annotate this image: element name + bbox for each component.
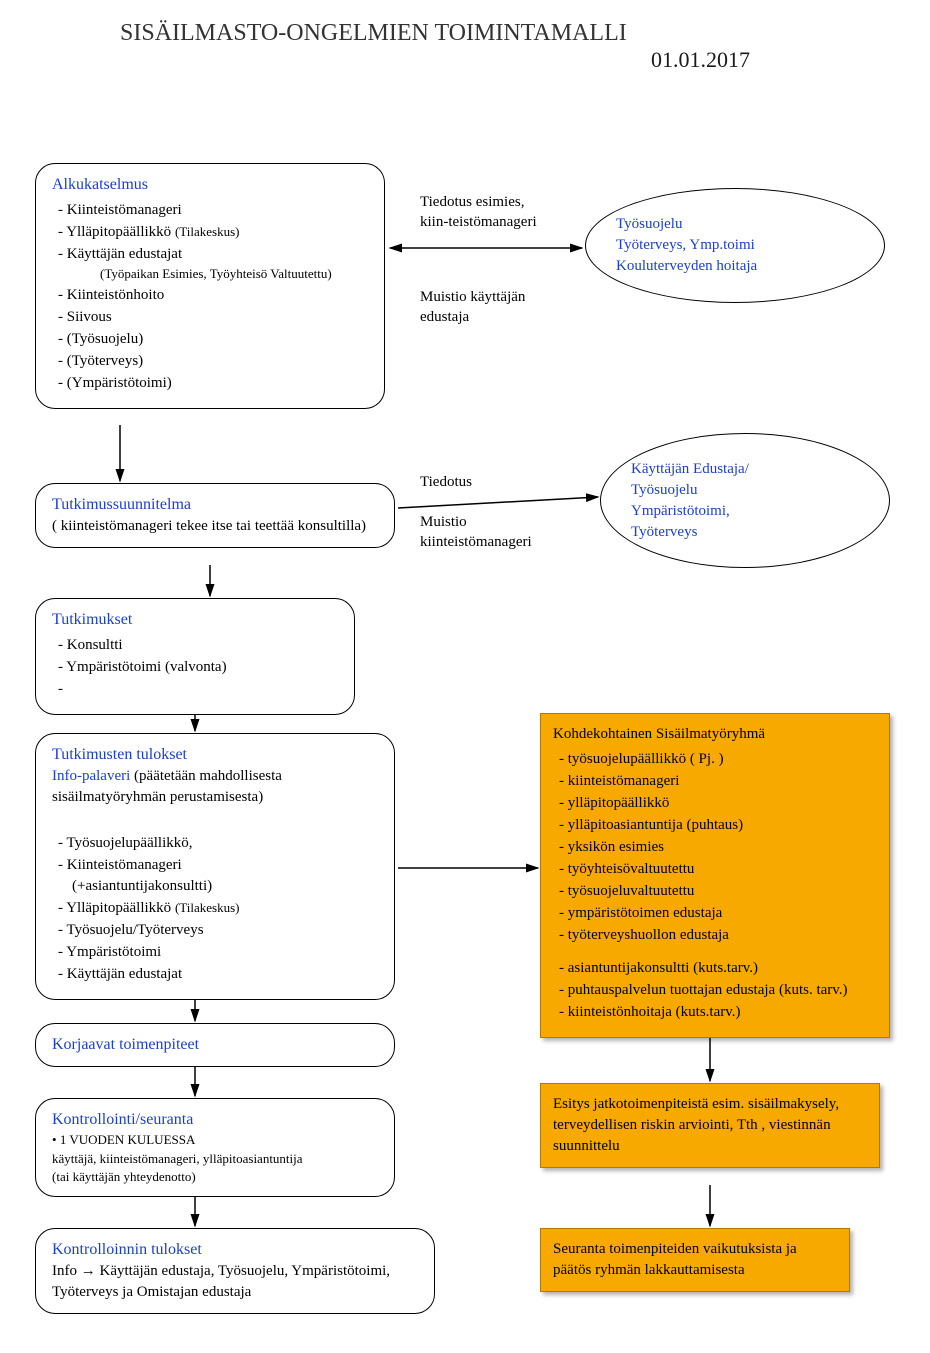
ellipse2-line: Työterveys [631, 522, 697, 543]
list-item: kiinteistömanageri [573, 771, 877, 792]
list-item: ympäristötoimen edustaja [573, 903, 877, 924]
box7-body: Info → Käyttäjän edustaja, Työsuojelu, Y… [52, 1261, 418, 1303]
box-korjaavat: Korjaavat toimenpiteet [35, 1023, 395, 1067]
list-item: asiantuntijakonsultti (kuts.tarv.) [573, 958, 877, 979]
list-item: kiinteistönhoitaja (kuts.tarv.) [573, 1002, 877, 1023]
box2-body: ( kiinteistömanageri tekee itse tai teet… [52, 516, 378, 537]
list-item: työyhteisövaltuutettu [573, 859, 877, 880]
orange1-heading: Kohdekohtainen Sisäilmatyöryhmä [553, 724, 877, 745]
list-item: ylläpitoasiantuntija (puhtaus) [573, 815, 877, 836]
orange-sisailmatyoryhma: Kohdekohtainen Sisäilmatyöryhmä työsuoje… [540, 713, 890, 1038]
list-item: (Ympäristötoimi) [72, 373, 368, 394]
list-item: Ympäristötoimi (valvonta) [72, 657, 338, 678]
ellipse-tyosuojelu: Työsuojelu Työterveys, Ymp.toimi Koulute… [585, 188, 885, 303]
orange2-text: Esitys jatkotoimenpiteistä esim. sisäilm… [553, 1094, 867, 1157]
box6-line3: (tai käyttäjän yhteydenotto) [52, 1168, 378, 1186]
label-muistio2: Muistio kiinteistömanageri [420, 513, 570, 552]
list-item: (Työterveys) [72, 351, 368, 372]
list-item: työsuojelupäällikkö ( Pj. ) [573, 749, 877, 770]
page-title: SISÄILMASTO-ONGELMIEN TOIMINTAMALLI [20, 20, 910, 47]
box3-heading: Tutkimukset [52, 609, 338, 631]
box-tutkimukset: Tutkimukset Konsultti Ympäristötoimi (va… [35, 598, 355, 715]
orange1-list1: työsuojelupäällikkö ( Pj. ) kiinteistöma… [553, 749, 877, 946]
ellipse-kayttajan: Käyttäjän Edustaja/ Työsuojelu Ympäristö… [600, 433, 890, 568]
ellipse2-line: Työsuojelu [631, 480, 697, 501]
box-alkukatselmus: Alkukatselmus Kiinteistömanageri Ylläpit… [35, 163, 385, 409]
ellipse1-line: Työsuojelu [616, 214, 682, 235]
box-kontrollointi: Kontrollointi/seuranta 1 VUODEN KULUESSA… [35, 1098, 395, 1197]
list-item: yksikön esimies [573, 837, 877, 858]
box2-heading: Tutkimussuunnitelma [52, 494, 378, 516]
orange-esitys: Esitys jatkotoimenpiteistä esim. sisäilm… [540, 1083, 880, 1168]
box6-line1: 1 VUODEN KULUESSA [52, 1131, 378, 1149]
list-item: Ylläpitopäällikkö (Tilakeskus) [72, 898, 378, 919]
box6-line2: käyttäjä, kiinteistömanageri, ylläpitoas… [52, 1150, 378, 1168]
ellipse1-line: Työterveys, Ymp.toimi [616, 235, 755, 256]
list-item: Kiinteistömanageri [72, 200, 368, 221]
list-item: Ylläpitopäällikkö (Tilakeskus) [72, 222, 368, 243]
orange1-list2: asiantuntijakonsultti (kuts.tarv.) puhta… [553, 958, 877, 1023]
orange-seuranta: Seuranta toimenpiteiden vaikutuksista ja… [540, 1228, 850, 1292]
list-item: ylläpitopäällikkö [573, 793, 877, 814]
label-tiedotus1: Tiedotus esimies, kiin-teistömanageri [420, 193, 550, 232]
box5-heading: Korjaavat toimenpiteet [52, 1034, 378, 1056]
list-item: Konsultti [72, 635, 338, 656]
box3-list: Konsultti Ympäristötoimi (valvonta) [52, 635, 338, 700]
box7-heading: Kontrolloinnin tulokset [52, 1239, 418, 1261]
list-item: Siivous [72, 307, 368, 328]
box1-heading: Alkukatselmus [52, 174, 368, 196]
ellipse1-line: Kouluterveyden hoitaja [616, 256, 757, 277]
ellipse2-line: Ympäristötoimi, [631, 501, 730, 522]
page-date: 01.01.2017 [20, 47, 910, 73]
list-item [72, 679, 338, 700]
list-item: Käyttäjän edustajat [72, 964, 378, 985]
ellipse2-line: Käyttäjän Edustaja/ [631, 459, 749, 480]
box6-heading: Kontrollointi/seuranta [52, 1109, 378, 1131]
list-item: Käyttäjän edustajat(Työpaikan Esimies, T… [72, 244, 368, 283]
list-item: Kiinteistömanageri(+asiantuntijakonsultt… [72, 855, 378, 897]
box-tutkimussuunnitelma: Tutkimussuunnitelma ( kiinteistömanageri… [35, 483, 395, 548]
list-item: puhtauspalvelun tuottajan edustaja (kuts… [573, 980, 877, 1001]
box1-list: Kiinteistömanageri Ylläpitopäällikkö (Ti… [52, 200, 368, 393]
label-muistio1: Muistio käyttäjän edustaja [420, 288, 530, 327]
box4-list: Työsuojelupäällikkö, Kiinteistömanageri(… [52, 833, 378, 985]
list-item: Ympäristötoimi [72, 942, 378, 963]
box4-subheading: Info-palaveri (päätetään mahdollisesta s… [52, 766, 378, 808]
box4-heading: Tutkimusten tulokset [52, 744, 378, 766]
list-item: (Työsuojelu) [72, 329, 368, 350]
list-item: työterveyshuollon edustaja [573, 925, 877, 946]
list-item: Kiinteistönhoito [72, 285, 368, 306]
box-kontrolloinnin-tulokset: Kontrolloinnin tulokset Info → Käyttäjän… [35, 1228, 435, 1314]
list-item: työsuojeluvaltuutettu [573, 881, 877, 902]
list-item: Työsuojelupäällikkö, [72, 833, 378, 854]
orange3-text: Seuranta toimenpiteiden vaikutuksista ja… [553, 1239, 837, 1281]
flowchart-canvas: Alkukatselmus Kiinteistömanageri Ylläpit… [20, 93, 910, 1333]
box-tutkimusten-tulokset: Tutkimusten tulokset Info-palaveri (päät… [35, 733, 395, 1000]
label-tiedotus2: Tiedotus [420, 473, 472, 493]
list-item: Työsuojelu/Työterveys [72, 920, 378, 941]
